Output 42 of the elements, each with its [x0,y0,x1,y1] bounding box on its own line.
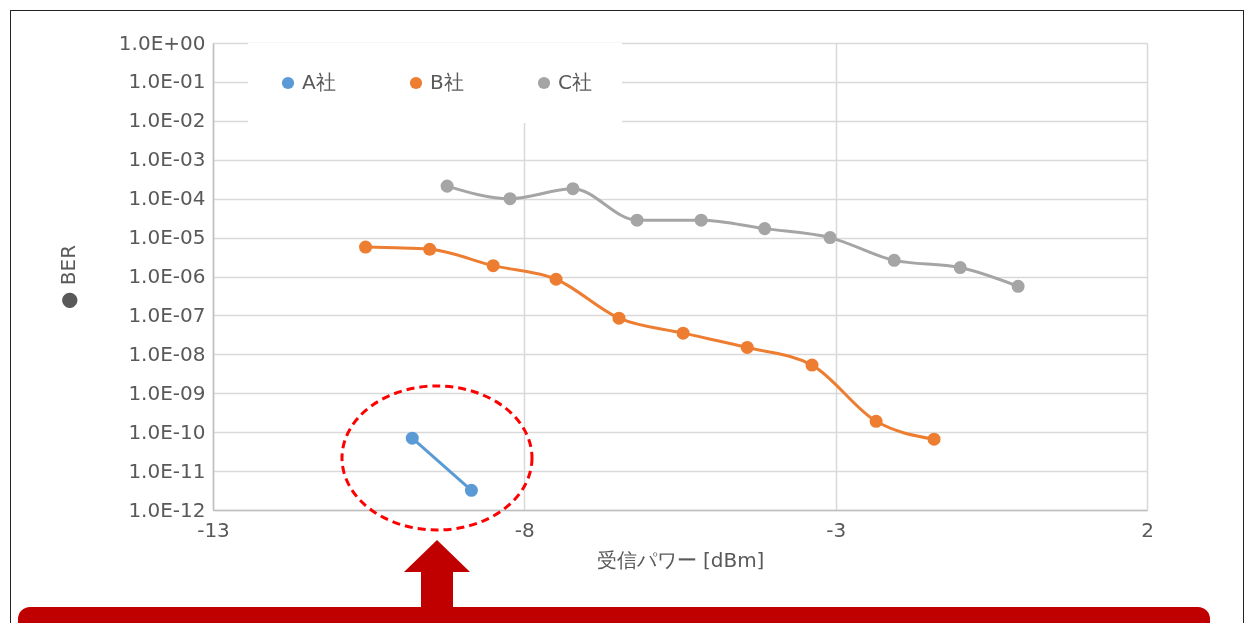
legend-label: A社 [302,70,336,94]
point [927,432,941,446]
point [612,311,626,325]
point [359,240,373,254]
y-tick-label: 1.0E-09 [128,380,206,405]
point [405,431,419,445]
legend-label: C社 [558,70,592,94]
x-axis-title: 受信パワー [dBm] [596,547,765,572]
point [823,231,837,245]
y-tick-label: 1.0E-03 [128,147,206,172]
y-tick-label: 1.0E-08 [128,341,206,366]
point [630,213,644,227]
point [486,259,500,273]
point [758,222,772,236]
point [464,483,478,497]
y-tick-label: 1.0E-05 [128,225,206,250]
point [549,272,563,286]
y-tick-label: 1.0E-04 [128,186,206,211]
x-tick-label: -3 [826,517,847,542]
y-tick-label: 1.0E-07 [128,302,206,327]
point [694,213,708,227]
legend-label: B社 [430,70,464,94]
y-tick-label: 1.0E-10 [128,419,206,444]
point [503,192,517,206]
x-tick-label: -8 [514,517,535,542]
y-axis-title: ● BER [55,244,80,310]
point [1011,279,1025,293]
y-tick-label: 1.0E-11 [128,458,206,483]
point [805,358,819,372]
x-tick-label: 2 [1141,517,1154,542]
point [869,414,883,428]
point [440,179,454,193]
point [887,253,901,267]
point [740,340,754,354]
y-tick-label: 1.0E-02 [128,108,206,133]
point [566,182,580,196]
y-tick-label: 1.0E-01 [128,69,206,94]
point [953,261,967,275]
y-tick-label: 1.0E-06 [128,264,206,288]
y-tick-label: 1.0E+00 [118,30,206,55]
point [676,326,690,340]
point [423,242,437,256]
